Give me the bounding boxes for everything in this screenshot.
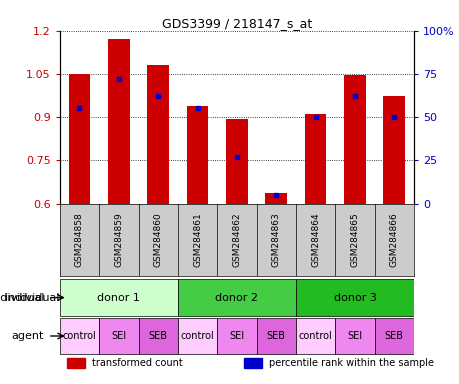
Bar (108, 40, 129, 204)
Text: control: control (62, 331, 96, 341)
Bar (138, 318, 178, 354)
Bar (343, 75, 365, 204)
Bar (256, 318, 295, 354)
Bar (383, 96, 404, 204)
Text: SEI: SEI (347, 331, 362, 341)
Text: GSM284862: GSM284862 (232, 213, 241, 267)
Text: GSM284863: GSM284863 (271, 213, 280, 267)
Bar (68, 74, 90, 204)
Text: GSM284865: GSM284865 (350, 213, 358, 267)
Text: percentile rank within the sample: percentile rank within the sample (268, 358, 433, 368)
Text: control: control (180, 331, 214, 341)
Text: control: control (298, 331, 332, 341)
Text: transformed count: transformed count (91, 358, 182, 368)
Bar (304, 114, 326, 204)
Text: SEB: SEB (384, 331, 403, 341)
Bar (67, 358, 84, 368)
Bar (265, 194, 286, 204)
Bar (178, 279, 295, 316)
Text: GSM284858: GSM284858 (75, 213, 84, 267)
Bar (186, 106, 208, 204)
Text: SEB: SEB (266, 331, 285, 341)
Bar (217, 318, 256, 354)
Bar (178, 318, 217, 354)
Text: donor 1: donor 1 (97, 293, 140, 303)
Bar (60, 318, 99, 354)
Bar (295, 318, 335, 354)
Title: GDS3399 / 218147_s_at: GDS3399 / 218147_s_at (162, 17, 311, 30)
Bar (147, 65, 168, 204)
Bar (60, 279, 178, 316)
Text: SEI: SEI (229, 331, 244, 341)
Bar (99, 318, 138, 354)
Bar (295, 279, 413, 316)
Text: SEB: SEB (148, 331, 168, 341)
Text: individual: individual (6, 293, 60, 303)
Bar (335, 318, 374, 354)
Bar (225, 119, 247, 204)
Bar (374, 318, 413, 354)
Text: GSM284859: GSM284859 (114, 213, 123, 267)
Text: GSM284861: GSM284861 (193, 213, 202, 267)
Text: SEI: SEI (111, 331, 126, 341)
Text: GSM284866: GSM284866 (389, 213, 398, 267)
Text: GSM284860: GSM284860 (153, 213, 162, 267)
Text: donor 2: donor 2 (215, 293, 258, 303)
Text: agent: agent (11, 331, 44, 341)
Text: donor 3: donor 3 (333, 293, 375, 303)
Bar (243, 358, 261, 368)
Text: individual: individual (0, 293, 44, 303)
Text: GSM284864: GSM284864 (310, 213, 319, 267)
